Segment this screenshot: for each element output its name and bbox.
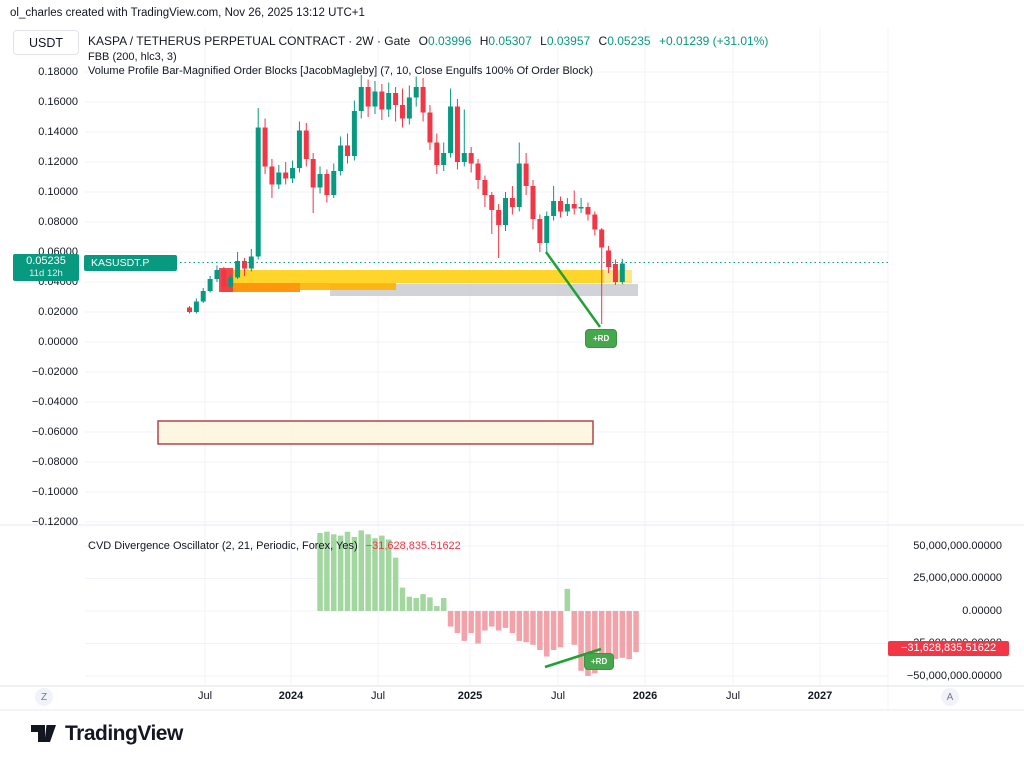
currency-button[interactable]: USDT	[13, 30, 79, 55]
indicator-legend-volume-profile[interactable]: Volume Profile Bar-Magnified Order Block…	[88, 65, 594, 77]
cvd-histogram	[317, 530, 639, 676]
indicator-legend-fbb[interactable]: FBB (200, hlc3, 3)	[88, 51, 177, 63]
current-price-value: 0.05235	[26, 255, 66, 267]
time-axis-label-jul: Jul	[197, 690, 213, 702]
price-axis-label: 0.02000	[38, 305, 78, 318]
time-axis-label-2027: 2027	[807, 690, 833, 702]
gridlines	[85, 28, 889, 710]
divergence-line-cvd[interactable]	[544, 647, 602, 669]
change-value: +0.01239 (+31.01%)	[658, 34, 769, 48]
price-axis-label: −0.10000	[31, 485, 78, 498]
price-axis-label: 0.00000	[38, 335, 78, 348]
bar-countdown: 11d 12h	[29, 268, 63, 279]
close-label: C	[598, 34, 608, 48]
cvd-axis-label: 25,000,000.00000	[913, 572, 1002, 584]
symbol-price-line-label: KASUSDT.P	[84, 255, 177, 271]
time-axis-label-jul: Jul	[725, 690, 741, 702]
candlestick-series	[187, 75, 625, 324]
time-axis-label-jul: Jul	[550, 690, 566, 702]
high-label: H	[479, 34, 489, 48]
price-axis-label: −0.08000	[31, 455, 78, 468]
price-axis-label: −0.02000	[31, 365, 78, 378]
cvd-indicator-title: CVD Divergence Oscillator (2, 21, Period…	[88, 540, 358, 552]
tradingview-logo[interactable]: TradingView	[30, 720, 183, 747]
open-label: O	[418, 34, 428, 48]
price-axis-label: 0.12000	[38, 155, 78, 168]
cvd-axis-label: −50,000,000.00000	[906, 669, 1002, 682]
tradingview-logo-text: TradingView	[65, 721, 183, 745]
price-axis-label: 0.14000	[38, 125, 78, 138]
timezone-button[interactable]: Z	[35, 688, 53, 706]
order-blocks	[219, 268, 638, 296]
cvd-indicator-value: −31,628,835.51622	[365, 540, 461, 552]
price-axis-label: 0.16000	[38, 95, 78, 108]
time-axis-label-2025: 2025	[457, 690, 483, 702]
price-axis-label: −0.06000	[31, 425, 78, 438]
cvd-current-value-label: −31,628,835.51622	[888, 641, 1009, 656]
time-axis-label-2026: 2026	[632, 690, 658, 702]
orange-block-2	[300, 283, 396, 290]
cvd-axis-label: 50,000,000.00000	[913, 539, 1002, 552]
cvd-axis-label: 0.00000	[962, 604, 1002, 617]
attribution-text: ol_charles created with TradingView.com,…	[10, 7, 365, 19]
symbol-legend-row[interactable]: KASPA / TETHERUS PERPETUAL CONTRACT · 2W…	[88, 34, 768, 48]
price-axis-label: 0.10000	[38, 185, 78, 198]
tradingview-logo-icon	[31, 725, 56, 742]
supply-zone-box[interactable]	[157, 420, 594, 445]
gray-block	[330, 284, 638, 296]
low-label: L	[540, 34, 547, 48]
auto-scale-button[interactable]: A	[941, 688, 959, 706]
price-axis-label: −0.04000	[31, 395, 78, 408]
time-axis-label-jul: Jul	[370, 690, 386, 702]
yellow-block-tail	[604, 270, 632, 283]
open-value: 0.03996	[427, 34, 472, 48]
rd-divergence-badge-cvd[interactable]: +RD	[584, 653, 615, 670]
price-axis-label: −0.12000	[31, 515, 78, 528]
symbol-title: KASPA / TETHERUS PERPETUAL CONTRACT · 2W…	[88, 34, 411, 48]
divergence-line-main[interactable]	[544, 251, 602, 328]
time-axis-label-2024: 2024	[278, 690, 304, 702]
current-price-label: 0.05235 11d 12h	[13, 254, 79, 281]
low-value: 0.03957	[546, 34, 591, 48]
cvd-indicator-legend[interactable]: CVD Divergence Oscillator (2, 21, Period…	[88, 540, 461, 552]
close-value: 0.05235	[607, 34, 651, 48]
high-value: 0.05307	[488, 34, 532, 48]
price-axis-label: 0.08000	[38, 215, 78, 228]
orange-block	[221, 283, 300, 292]
yellow-block	[226, 270, 604, 283]
price-axis-label: 0.18000	[38, 65, 78, 78]
rd-divergence-badge-main[interactable]: +RD	[585, 329, 618, 348]
